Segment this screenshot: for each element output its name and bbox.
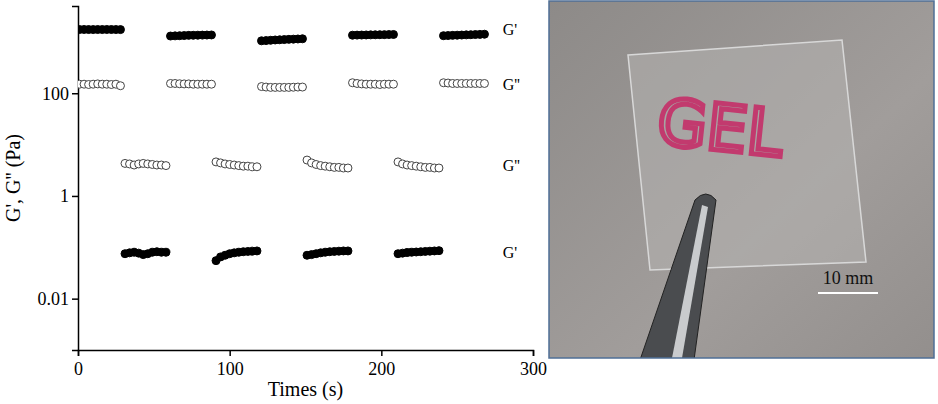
tick-label: 0.01 [38, 289, 70, 309]
tick-label: 0 [74, 359, 83, 379]
tick-label: 200 [368, 359, 395, 379]
y-axis: 0.01 1 100 [38, 7, 79, 351]
tick: 200 [368, 350, 395, 379]
tweezers [640, 194, 716, 358]
annotation: G' [503, 244, 518, 261]
point [253, 163, 261, 171]
annotation: G' [503, 21, 518, 38]
plot-marks [78, 25, 488, 264]
point [116, 26, 124, 34]
tweezers-highlight [672, 205, 708, 358]
series [78, 25, 488, 264]
point [116, 82, 124, 90]
tick: 0.01 [38, 289, 79, 309]
tick-mark [72, 93, 78, 95]
annotation: G'' [503, 157, 520, 174]
tick-mark [72, 298, 78, 300]
tick-label: 300 [520, 359, 547, 379]
point [480, 30, 488, 38]
tick: 300 [520, 350, 547, 379]
point [207, 80, 215, 88]
photo: GEL 10 mm [549, 1, 934, 360]
point [298, 83, 306, 91]
photo-content [628, 40, 866, 358]
tick-mark [533, 350, 535, 356]
tick: 1 [60, 186, 78, 206]
point [389, 80, 397, 88]
gel-writing: GEL [654, 85, 787, 172]
scale-bar [818, 292, 878, 294]
tick: 100 [217, 350, 244, 379]
point [435, 247, 443, 255]
point [389, 30, 397, 38]
tick: 100 [42, 84, 78, 104]
figure: 0 100 200 300 0.01 1 100 Times (s) G', G'' (Pa) G… [0, 0, 938, 404]
axis-line [79, 351, 534, 357]
tick-label: 100 [217, 359, 244, 379]
photo-background [549, 1, 934, 358]
axis-line [72, 7, 79, 351]
point [253, 247, 261, 255]
series [78, 79, 488, 172]
point [435, 164, 443, 172]
x-axis: 0 100 200 300 [74, 350, 547, 379]
point [480, 79, 488, 87]
point [162, 162, 170, 170]
annotation: G'' [503, 76, 520, 93]
photo-border [549, 1, 934, 358]
point [344, 247, 352, 255]
tick-label: 1 [60, 186, 69, 206]
y-axis-title: G', G'' (Pa) [2, 134, 25, 222]
point [207, 31, 215, 39]
point [298, 35, 306, 43]
scale-bar-label: 10 mm [823, 268, 874, 288]
tick-label: 100 [42, 84, 69, 104]
glass-slide [628, 40, 866, 270]
chart: 0 100 200 300 0.01 1 100 Times (s) G', G'' (Pa) G… [2, 7, 547, 402]
annotations: G' G'' G'' G' [503, 21, 520, 261]
tick-mark [229, 350, 231, 356]
tick-mark [72, 196, 78, 198]
tick-mark [381, 350, 383, 356]
point [162, 248, 170, 256]
x-axis-title: Times (s) [268, 378, 343, 401]
tick: 0 [74, 350, 83, 379]
point [344, 164, 352, 172]
